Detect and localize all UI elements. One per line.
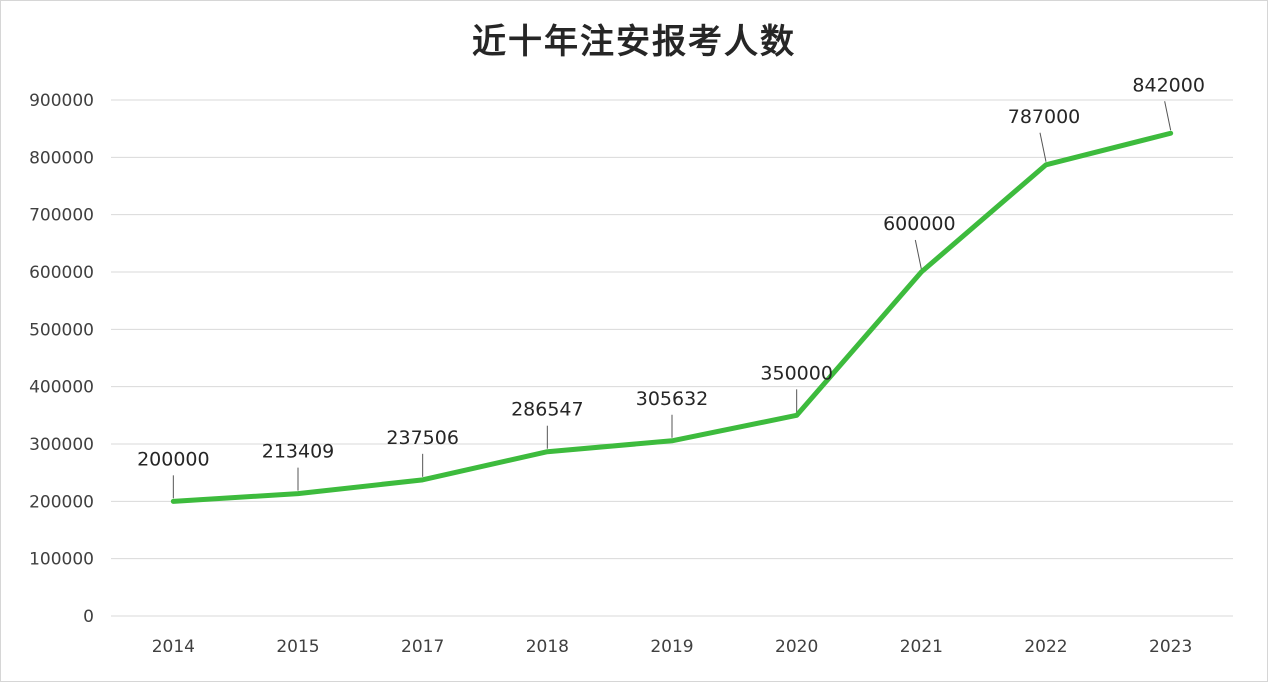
series-line-group [170,130,1174,504]
x-tick-label: 2020 [775,637,818,657]
y-tick-label: 100000 [29,550,94,570]
x-tick-label: 2019 [650,637,693,657]
x-tick-label: 2018 [526,637,569,657]
label-leader-lines [172,101,1172,499]
gridlines [111,99,1233,617]
data-labels: 200000 213409 237506 286547 305632 350000 6000… [137,74,1205,470]
x-tick-label: 2021 [900,637,943,657]
x-axis: 2014 2015 2017 2018 2019 2020 2021 2022 2023 [152,637,1193,657]
data-label: 237506 [386,427,459,449]
y-tick-label: 200000 [29,492,94,512]
x-tick-label: 2023 [1149,637,1192,657]
label-leader-line [1039,132,1047,162]
label-leader-line [914,239,922,270]
data-label: 305632 [636,388,709,410]
data-label: 787000 [1008,106,1081,128]
series-line [170,130,1174,504]
data-label: 200000 [137,448,210,470]
data-label: 213409 [262,441,335,463]
y-tick-label: 500000 [29,320,94,340]
x-tick-label: 2015 [276,637,319,657]
y-tick-label: 900000 [29,91,94,111]
x-tick-label: 2014 [152,637,195,657]
data-label: 842000 [1132,74,1205,96]
y-tick-label: 0 [83,607,94,627]
y-tick-label: 600000 [29,263,94,283]
y-tick-label: 400000 [29,378,94,398]
data-label: 286547 [511,399,584,421]
data-label: 600000 [883,213,956,235]
x-tick-label: 2017 [401,637,444,657]
y-tick-label: 300000 [29,435,94,455]
chart-title: 近十年注安报考人数 [472,22,796,62]
y-tick-label: 700000 [29,206,94,226]
x-tick-label: 2022 [1024,637,1067,657]
label-leader-line [1164,101,1172,131]
y-tick-label: 800000 [29,148,94,168]
data-label: 350000 [760,362,833,384]
y-axis: 0 100000 200000 300000 400000 500000 600000 700… [29,91,94,627]
